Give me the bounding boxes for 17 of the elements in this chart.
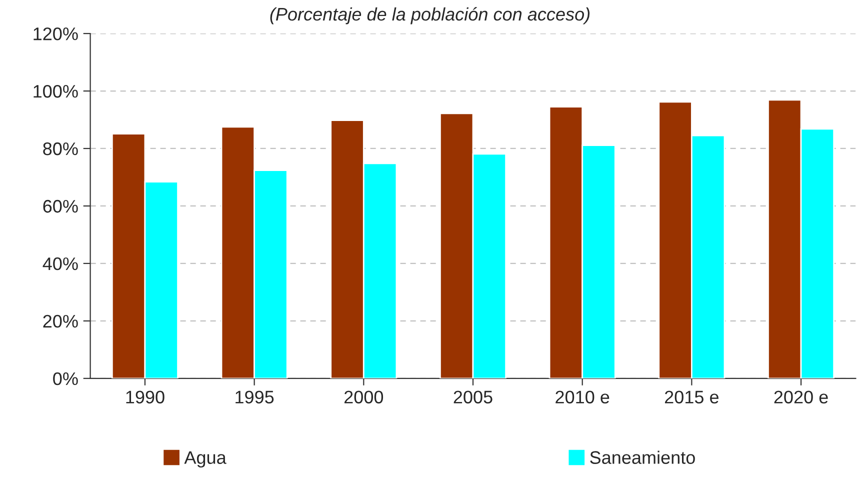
y-tick-label: 100% [34,84,78,98]
y-tick-label: 80% [43,142,78,156]
x-tick-label: 2010 e [556,390,610,404]
legend-label: Saneamiento [590,450,695,464]
y-tick-label: 0% [53,372,78,386]
y-tick-label: 120% [34,27,78,40]
y-tick-label: 20% [43,314,78,328]
y-tick-label: 40% [42,257,78,270]
x-tick-label: 1995 [236,390,274,404]
y-tick-label: 60% [43,200,78,213]
x-tick-label: 2005 [454,390,492,404]
x-tick-label: 2020 e [774,390,828,404]
x-tick-label: 1990 [126,390,164,404]
x-tick-label: 2000 [344,390,384,404]
x-tick-label: 2015 e [664,390,718,404]
legend-label: Agua [184,451,226,468]
chart-title: (Porcentaje de la población con acceso) [270,7,590,24]
